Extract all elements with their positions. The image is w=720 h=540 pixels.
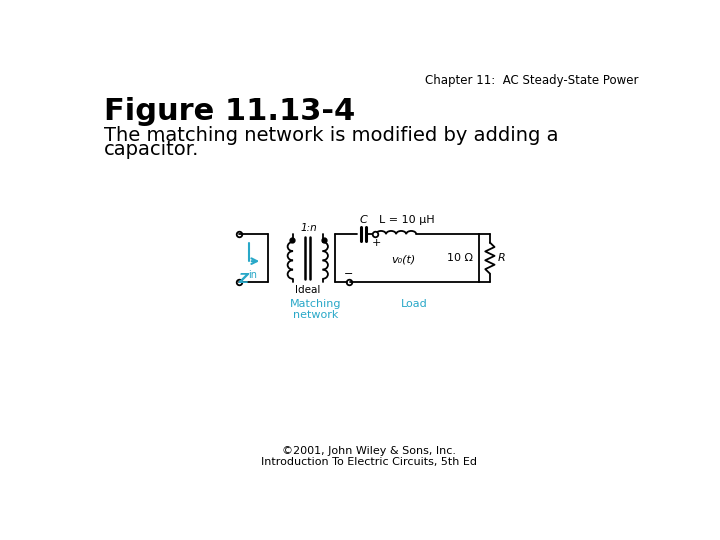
Text: Ideal: Ideal [295, 285, 320, 295]
Text: Chapter 11:  AC Steady-State Power: Chapter 11: AC Steady-State Power [426, 74, 639, 87]
Text: Figure 11.13-4: Figure 11.13-4 [104, 97, 355, 126]
Text: R: R [498, 253, 505, 263]
Text: The matching network is modified by adding a: The matching network is modified by addi… [104, 126, 559, 145]
Text: +: + [372, 238, 381, 248]
Text: in: in [248, 269, 257, 280]
Text: Introduction To Electric Circuits, 5th Ed: Introduction To Electric Circuits, 5th E… [261, 457, 477, 467]
Text: Matching
network: Matching network [289, 299, 341, 320]
Text: 10 Ω: 10 Ω [447, 253, 473, 263]
Text: Load: Load [401, 299, 428, 309]
Text: v₀(t): v₀(t) [391, 255, 415, 265]
Text: L = 10 μH: L = 10 μH [379, 215, 434, 225]
Text: ©2001, John Wiley & Sons, Inc.: ©2001, John Wiley & Sons, Inc. [282, 446, 456, 456]
Text: −: − [344, 269, 354, 279]
Text: Z: Z [239, 272, 249, 286]
Text: capacitor.: capacitor. [104, 140, 199, 159]
Text: 1:n: 1:n [301, 222, 318, 233]
Text: C: C [360, 215, 367, 225]
